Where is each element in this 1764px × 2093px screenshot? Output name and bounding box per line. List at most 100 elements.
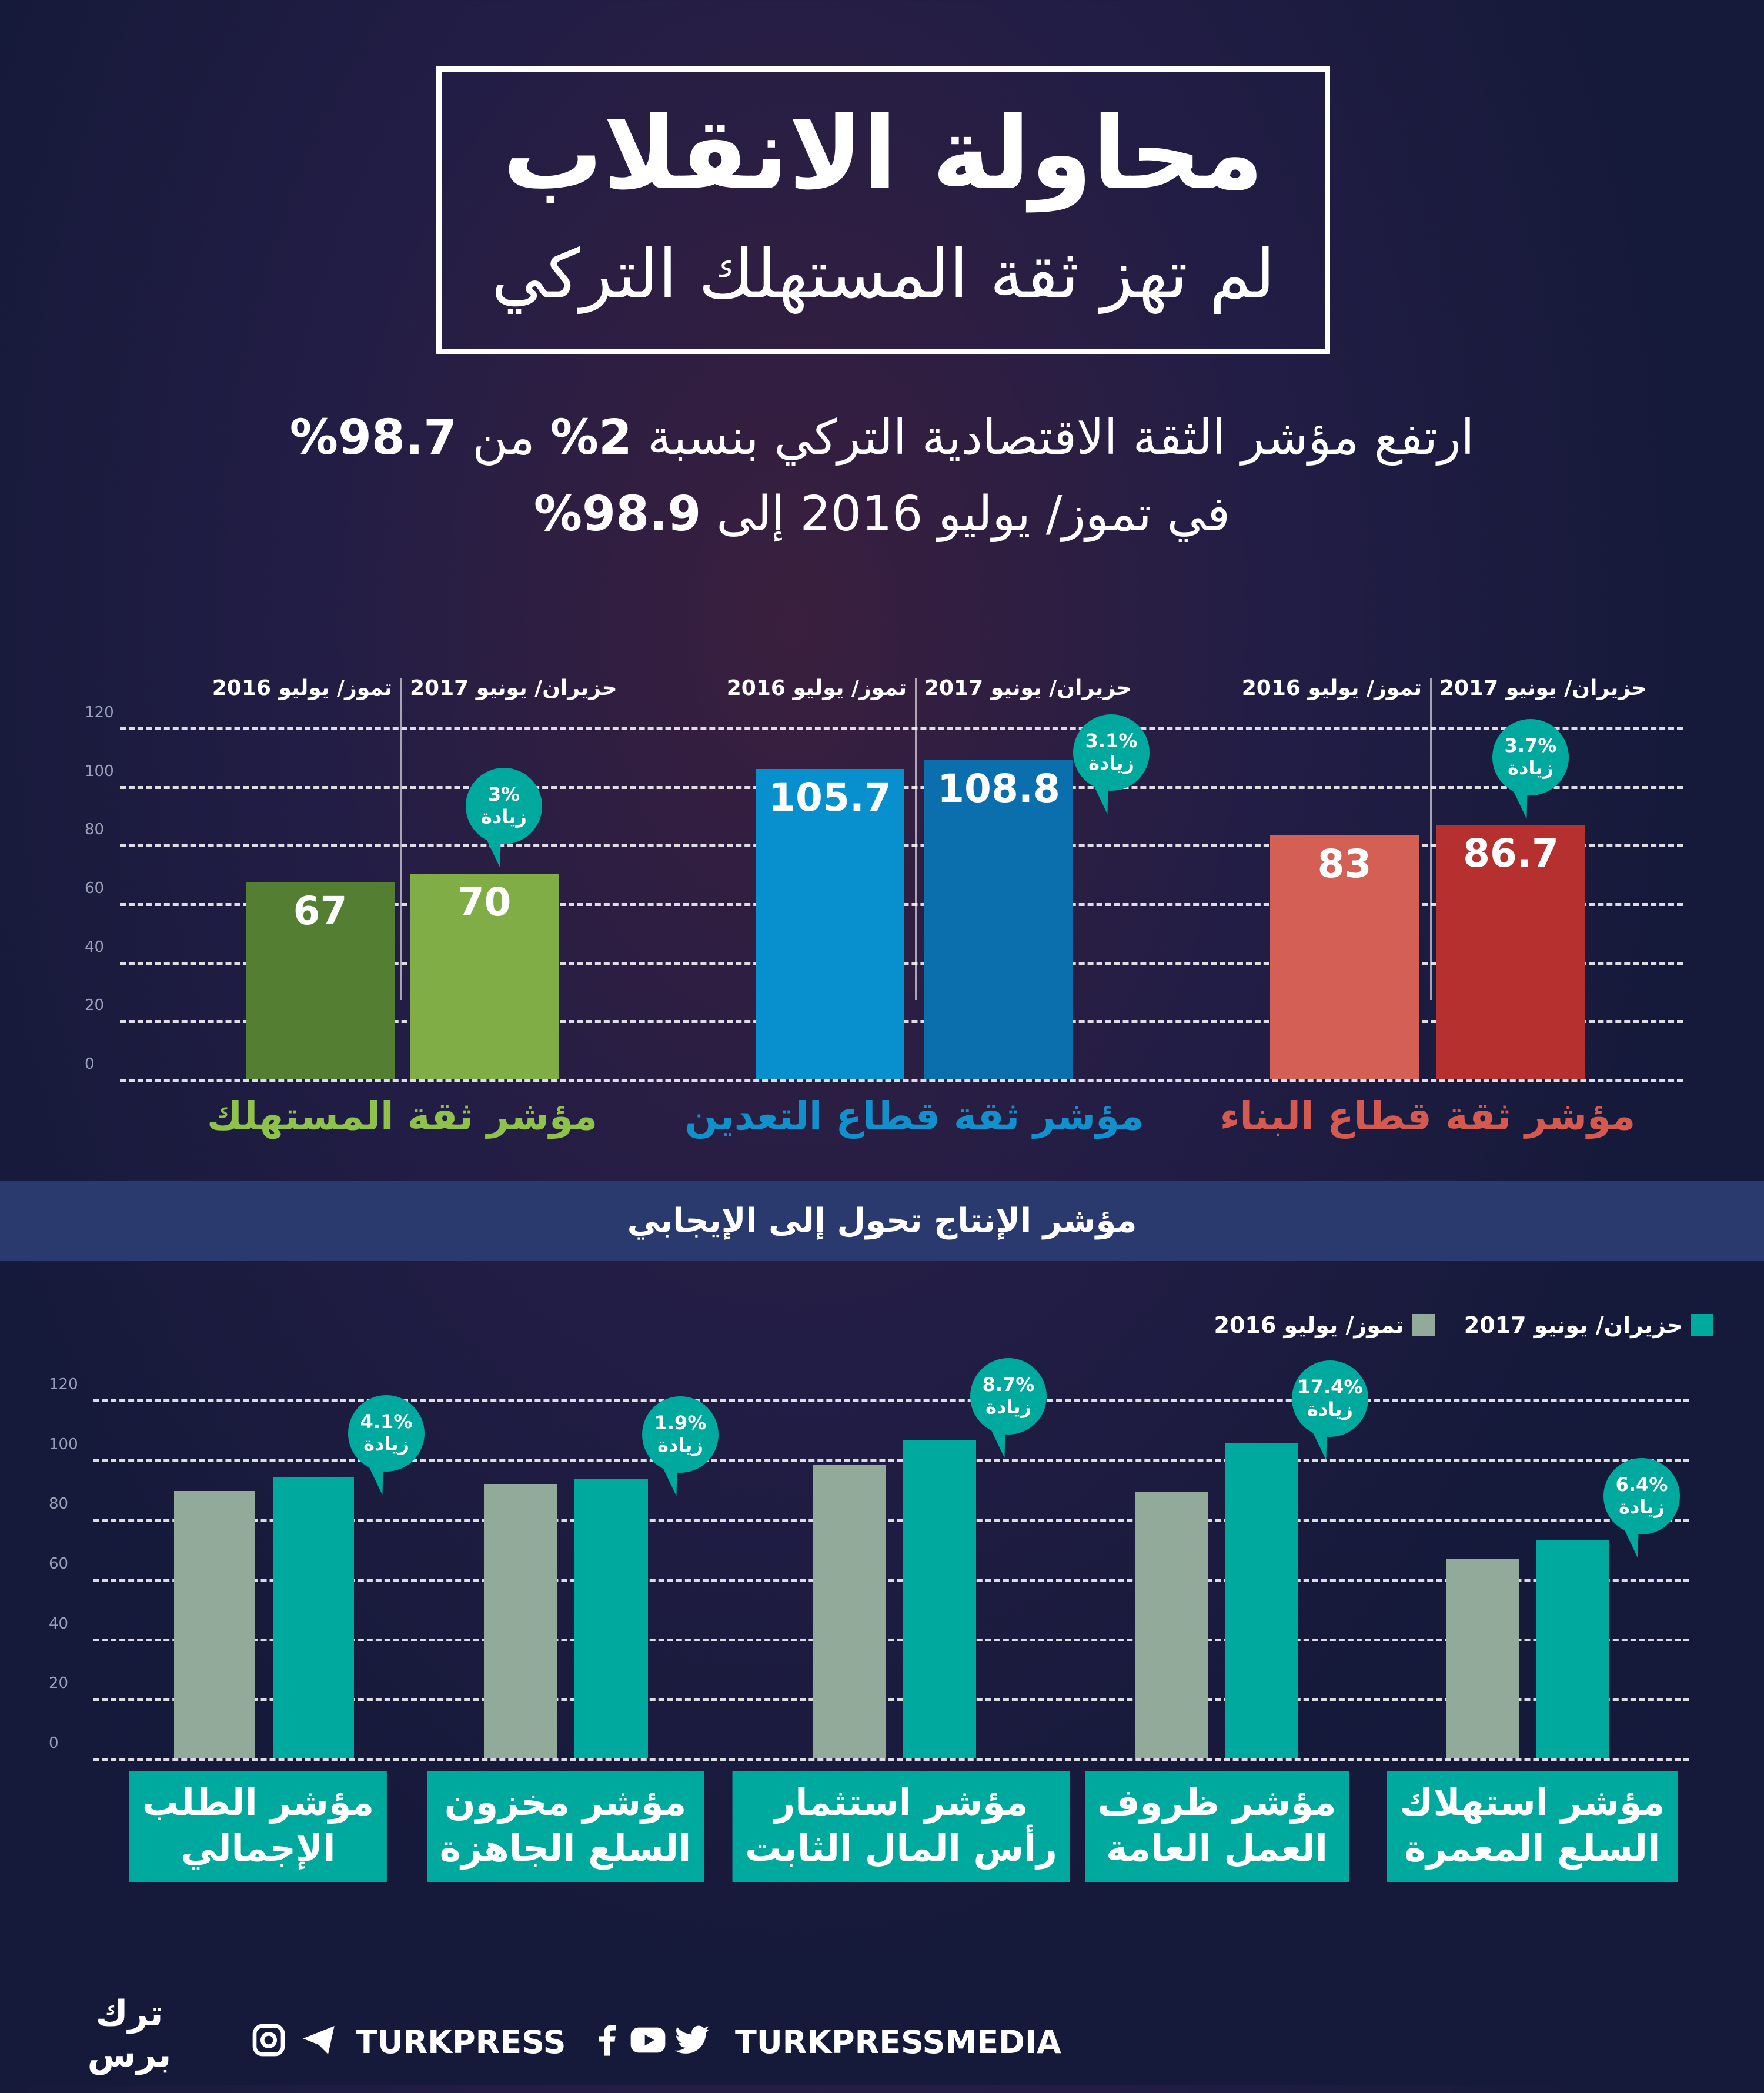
category-label-line2: السلع الجاهزة: [439, 1827, 691, 1870]
y-tick-label: 20: [85, 997, 105, 1015]
y-tick-label: 40: [49, 1614, 69, 1633]
y-tick-label: 100: [49, 1435, 78, 1453]
bar-value-label: 108.8: [937, 765, 1060, 811]
column-separator: [1430, 678, 1432, 1000]
category-label-box: مؤشر استهلاك السلع المعمرة: [1387, 1771, 1678, 1882]
gridline: [93, 1459, 1689, 1462]
summary-text: من: [457, 410, 550, 466]
category-label-box: مؤشر استثمار رأس المال الثابت: [732, 1771, 1070, 1882]
youtube-icon[interactable]: [629, 2021, 667, 2059]
bar: [174, 1491, 255, 1758]
section-band: مؤشر الإنتاج تحول إلى الإيجابي: [0, 1181, 1764, 1261]
category-label-box: مؤشر الطلب الإجمالي: [129, 1771, 387, 1882]
turkpress-logo: ترك برس: [87, 1993, 172, 2075]
handle-turkpress[interactable]: TURKPRESS: [356, 2024, 566, 2061]
footer: ترك برس TURKPRESS TURKPRESSMEDIA: [0, 1993, 1764, 2075]
change-word: زيادة: [657, 1434, 703, 1457]
column-header-2016: تموز/ يوليو 2016: [1241, 676, 1422, 700]
y-tick-label: 120: [85, 704, 114, 721]
summary-value: 98.9%: [533, 486, 701, 542]
category-label-line1: مؤشر استهلاك: [1399, 1781, 1665, 1824]
title-box: محاولة الانقلاب لم تهز ثقة المستهلك التر…: [436, 66, 1330, 354]
bar: [1225, 1442, 1298, 1758]
y-tick-label: 40: [85, 938, 105, 956]
change-bubble: 3.1% زيادة: [1073, 714, 1150, 791]
category-label-line2: السلع المعمرة: [1404, 1827, 1661, 1870]
bar-value-label: 105.7: [769, 775, 891, 821]
change-word: زيادة: [1619, 1496, 1665, 1519]
main-title: محاولة الانقلاب: [502, 96, 1264, 212]
change-percent: 3%: [487, 783, 520, 806]
gridline: [120, 727, 1683, 730]
change-word: زيادة: [1307, 1397, 1353, 1420]
bar: [1436, 824, 1585, 1079]
y-tick-label: 0: [49, 1734, 59, 1752]
category-label: مؤشر ثقة المستهلك: [206, 1094, 598, 1139]
gridline: [93, 1758, 1689, 1761]
change-bubble: 8.7% زيادة: [970, 1358, 1047, 1435]
bar: [246, 882, 395, 1079]
legend-label: حزيران/ يونيو 2017: [1464, 1312, 1683, 1338]
legend-swatch: [1691, 1314, 1713, 1336]
category-label: مؤشر ثقة قطاع التعدين: [684, 1094, 1144, 1139]
gridline: [93, 1519, 1689, 1522]
column-separator: [915, 678, 917, 1000]
column-separator: [400, 678, 402, 1000]
y-tick-label: 20: [49, 1674, 69, 1693]
summary-value: 98.7%: [289, 410, 457, 466]
sub-title: لم تهز ثقة المستهلك التركي: [491, 235, 1275, 314]
summary-text: ارتفع مؤشر الثقة الاقتصادية التركي بنسبة: [632, 410, 1475, 466]
change-percent: 17.4%: [1297, 1375, 1363, 1398]
category-label-box: مؤشر ظروف العمل العامة: [1084, 1771, 1349, 1882]
column-header-2017: حزيران/ يونيو 2017: [410, 676, 617, 700]
category-label-box: مؤشر مخزون السلع الجاهزة: [426, 1771, 704, 1882]
bar: [273, 1477, 354, 1758]
column-header-2017: حزيران/ يونيو 2017: [924, 676, 1132, 700]
y-tick-label: 80: [49, 1495, 69, 1513]
bar: [574, 1479, 648, 1758]
facebook-icon[interactable]: [588, 2021, 626, 2059]
gridline: [93, 1399, 1689, 1402]
change-bubble: 3% زيادة: [466, 768, 542, 845]
legend: حزيران/ يونيو 2017 تموز/ يوليو 2016: [1214, 1312, 1713, 1338]
y-tick-label: 80: [85, 821, 105, 839]
category-label-line1: مؤشر ظروف: [1097, 1781, 1337, 1824]
change-word: زيادة: [481, 805, 527, 828]
change-bubble: 1.9% زيادة: [642, 1396, 719, 1473]
category-label-line1: مؤشر استثمار: [774, 1781, 1028, 1824]
section-title: مؤشر الإنتاج تحول إلى الإيجابي: [627, 1202, 1137, 1240]
column-header-2016: تموز/ يوليو 2016: [726, 676, 907, 700]
change-word: زيادة: [985, 1396, 1031, 1419]
bar: [1135, 1492, 1208, 1758]
twitter-icon[interactable]: [673, 2021, 711, 2059]
column-header-2016: تموز/ يوليو 2016: [212, 676, 392, 700]
gridline: [93, 1579, 1689, 1582]
handle-turkpressmedia[interactable]: TURKPRESSMEDIA: [735, 2024, 1061, 2061]
category-label-line2: العمل العامة: [1106, 1827, 1328, 1870]
change-percent: 3.1%: [1085, 730, 1138, 752]
y-tick-label: 60: [49, 1555, 69, 1573]
change-bubble: 4.1% زيادة: [348, 1395, 425, 1472]
summary-text: في تموز/ يوليو 2016 إلى: [701, 486, 1231, 542]
category-label-line1: مؤشر الطلب: [142, 1781, 375, 1824]
summary-line-2: في تموز/ يوليو 2016 إلى 98.9%: [0, 482, 1764, 547]
legend-item-2016: تموز/ يوليو 2016: [1214, 1312, 1435, 1338]
change-percent: 8.7%: [982, 1373, 1035, 1396]
change-percent: 4.1%: [360, 1410, 413, 1433]
legend-label: تموز/ يوليو 2016: [1214, 1312, 1404, 1338]
instagram-icon[interactable]: [250, 2021, 288, 2059]
bar: [813, 1465, 886, 1758]
gridline: [120, 1079, 1683, 1082]
change-percent: 3.7%: [1504, 734, 1557, 757]
change-bubble: 3.7% زيادة: [1492, 718, 1569, 795]
category-label: مؤشر ثقة قطاع البناء: [1220, 1094, 1636, 1139]
column-header-2017: حزيران/ يونيو 2017: [1439, 676, 1647, 700]
y-tick-label: 120: [49, 1376, 78, 1393]
bar-value-label: 86.7: [1463, 830, 1559, 876]
category-label-line1: مؤشر مخزون: [444, 1781, 687, 1824]
summary-line-1: ارتفع مؤشر الثقة الاقتصادية التركي بنسبة…: [0, 406, 1764, 470]
y-tick-label: 100: [85, 762, 114, 780]
change-word: زيادة: [1088, 752, 1134, 774]
telegram-icon[interactable]: [300, 2021, 338, 2059]
change-percent: 6.4%: [1615, 1473, 1668, 1496]
